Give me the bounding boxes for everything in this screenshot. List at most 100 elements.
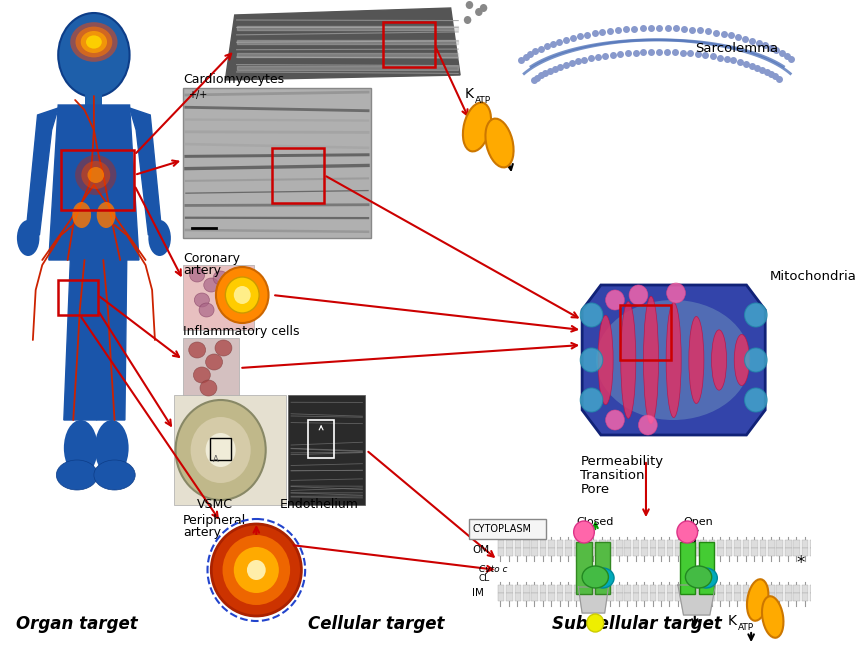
Bar [802,585,809,593]
Bar [549,540,555,548]
Bar [726,540,733,548]
Bar [768,593,775,601]
Bar [785,548,791,556]
Ellipse shape [75,155,117,195]
Ellipse shape [70,22,118,62]
Text: *: * [797,554,804,572]
Text: ATP: ATP [475,96,492,105]
Bar [531,585,538,593]
Bar [531,540,538,548]
Bar [582,548,588,556]
Bar [506,585,512,593]
Ellipse shape [97,202,116,228]
Polygon shape [130,108,162,235]
Ellipse shape [762,596,784,638]
Text: Peripheral: Peripheral [183,514,246,527]
Bar [658,548,664,556]
Text: Mitochondria: Mitochondria [770,270,857,283]
Text: Sarcolemma: Sarcolemma [695,42,778,55]
Polygon shape [578,587,608,613]
Ellipse shape [596,300,750,420]
Bar [183,338,239,396]
Ellipse shape [587,614,604,632]
Ellipse shape [629,285,648,305]
Ellipse shape [464,16,472,24]
Text: Endothelium: Endothelium [280,498,359,511]
Bar [183,265,253,330]
Bar [632,593,639,601]
Text: artery: artery [183,526,221,539]
Bar [701,593,707,601]
Bar [515,585,521,593]
Bar [701,540,707,548]
Bar [734,585,740,593]
Text: Closed: Closed [576,517,614,527]
Bar [692,585,699,593]
Bar [667,593,673,601]
Ellipse shape [223,535,290,605]
Bar [734,540,740,548]
Bar [708,585,715,593]
Bar [523,593,530,601]
Text: ATP: ATP [738,623,754,632]
Bar [515,548,521,556]
Bar [650,593,657,601]
Bar [641,540,648,548]
Bar [667,585,673,593]
Bar [683,540,690,548]
Bar [210,438,231,460]
Bar [701,585,707,593]
Text: Cellular target: Cellular target [308,615,445,633]
Text: Permeability: Permeability [581,455,664,468]
Text: artery: artery [183,264,221,277]
Bar [785,593,791,601]
Bar [641,593,648,601]
Ellipse shape [734,335,749,385]
Ellipse shape [466,1,473,9]
Text: K: K [465,87,473,101]
Bar [768,548,775,556]
Bar [743,540,749,548]
Ellipse shape [745,388,767,412]
Ellipse shape [592,568,614,588]
Ellipse shape [204,278,219,292]
Ellipse shape [94,460,135,490]
Bar [599,585,606,593]
Ellipse shape [200,380,217,396]
Bar [650,585,657,593]
Bar [556,593,563,601]
Ellipse shape [582,566,608,588]
Bar [675,540,682,548]
Bar [531,548,538,556]
Bar [793,585,800,593]
Polygon shape [49,105,139,260]
Bar [650,548,657,556]
Ellipse shape [667,283,685,303]
Ellipse shape [58,13,130,97]
Bar [549,593,555,601]
Bar [734,593,740,601]
Bar [777,548,783,556]
Ellipse shape [644,296,658,424]
Ellipse shape [606,290,625,310]
Text: Subcellular target: Subcellular target [551,615,721,633]
Bar [574,548,581,556]
Ellipse shape [73,202,91,228]
Bar [680,542,695,594]
Bar [683,593,690,601]
Bar [717,540,724,548]
Text: VSMC: VSMC [197,498,233,511]
Bar [86,90,102,108]
Bar [556,585,563,593]
Bar [625,593,631,601]
Bar [726,593,733,601]
Text: Organ target: Organ target [16,615,138,633]
Ellipse shape [17,220,40,256]
Ellipse shape [695,568,717,588]
Ellipse shape [175,400,266,500]
Ellipse shape [234,547,279,593]
Ellipse shape [685,566,712,588]
Text: Pore: Pore [581,483,609,496]
Bar [743,585,749,593]
Text: Open: Open [683,517,714,527]
